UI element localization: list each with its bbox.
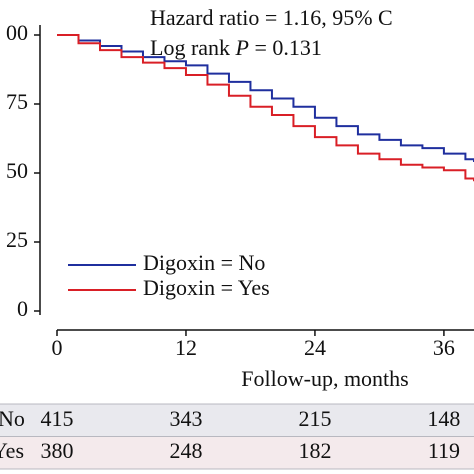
- risk-count: 248: [169, 438, 202, 463]
- risk-row-label: Yes: [0, 438, 24, 463]
- y-tick-label: 25: [6, 227, 28, 252]
- risk-count: 215: [298, 406, 331, 431]
- legend-label: Digoxin = Yes: [143, 275, 270, 300]
- survival-curve: [57, 34, 474, 182]
- y-tick-label: 75: [6, 89, 28, 114]
- risk-count: 343: [169, 406, 202, 431]
- risk-row-label: No: [0, 406, 25, 431]
- risk-count: 182: [298, 438, 331, 463]
- annotation-part: P: [235, 35, 249, 60]
- x-tick-label: 36: [433, 335, 455, 360]
- y-tick-label: 00: [6, 20, 28, 45]
- risk-count: 380: [41, 438, 74, 463]
- y-tick-label: 0: [17, 296, 28, 321]
- survival-curve: [57, 34, 474, 162]
- risk-count: 415: [41, 406, 74, 431]
- x-tick-label: 0: [52, 335, 63, 360]
- x-axis-label: Follow-up, months: [241, 366, 408, 391]
- legend-label: Digoxin = No: [143, 250, 265, 275]
- y-tick-label: 50: [6, 158, 28, 183]
- x-tick-label: 24: [304, 335, 326, 360]
- x-tick-label: 12: [175, 335, 197, 360]
- annotation-part: Log rank: [150, 35, 236, 60]
- risk-row-bg: [0, 437, 474, 469]
- risk-count: 148: [427, 406, 460, 431]
- risk-count: 119: [428, 438, 460, 463]
- risk-row-bg: [0, 404, 474, 436]
- annotation: Log rank P = 0.131: [150, 35, 322, 60]
- annotation: Hazard ratio = 1.16, 95% C: [150, 5, 393, 30]
- annotation-part: = 0.131: [249, 35, 322, 60]
